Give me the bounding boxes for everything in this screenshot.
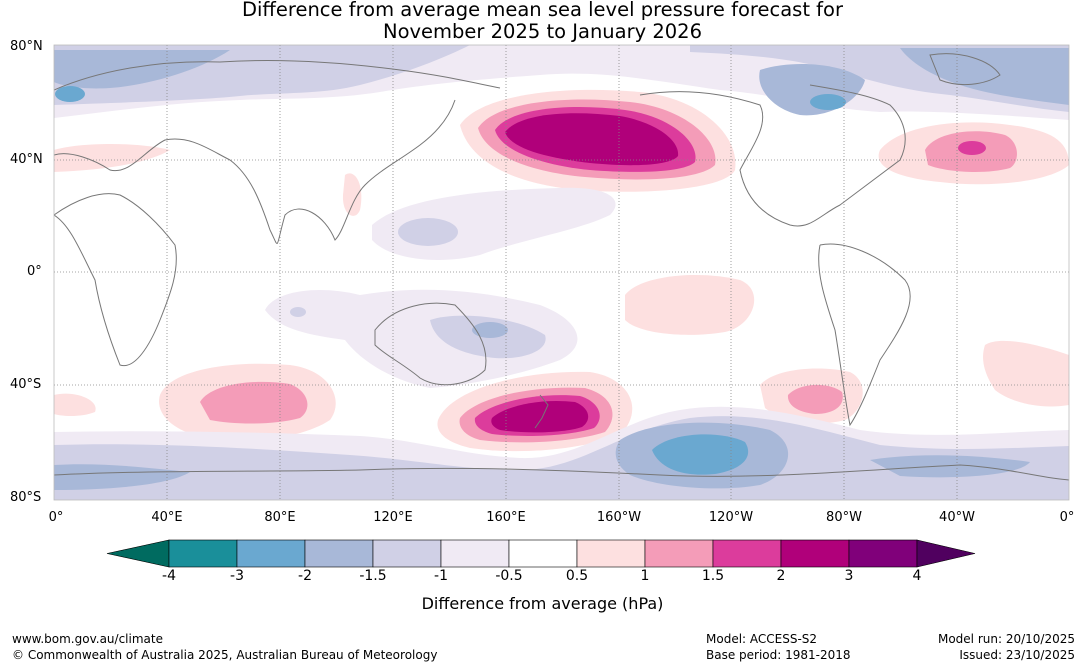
contour-pos-0-5-europe bbox=[54, 144, 170, 172]
map-title-line1: Difference from average mean sea level p… bbox=[242, 0, 843, 21]
coast-eurasia-south bbox=[54, 99, 456, 244]
footer-website: www.bom.gov.au/climate bbox=[12, 632, 163, 646]
lat-label-80s: 80°S bbox=[10, 490, 42, 505]
lon-label-80w: 80°W bbox=[826, 510, 862, 525]
colorbar-tick-label: 4 bbox=[912, 568, 922, 584]
colorbar-tick-label: 2 bbox=[776, 568, 786, 584]
footer-base-period: Base period: 1981-2018 bbox=[706, 648, 851, 662]
lon-label-0-east: 0° bbox=[1059, 510, 1075, 525]
lon-label-120w: 120°W bbox=[708, 510, 754, 525]
map-field bbox=[54, 45, 1069, 500]
contour-neg-1-5-siberia bbox=[54, 50, 230, 89]
colorbar-arrow-high bbox=[916, 539, 976, 568]
colorbar-swatch bbox=[780, 539, 850, 568]
colorbar-tick-label: -3 bbox=[230, 568, 244, 584]
contour-neg-1-indian bbox=[290, 307, 306, 317]
coast-south-america bbox=[818, 243, 911, 427]
coastlines bbox=[54, 53, 1069, 481]
contour-pos-0-5-satlantic bbox=[54, 393, 96, 416]
coast-greenland bbox=[929, 53, 1001, 85]
colorbar-swatch bbox=[712, 539, 782, 568]
colorbar-label: Difference from average (hPa) bbox=[421, 594, 664, 613]
coast-antarctica bbox=[54, 464, 1069, 481]
contour-pos-0-5-china bbox=[342, 173, 362, 216]
contour-neg-1-antarctic bbox=[54, 416, 1069, 500]
colorbar-swatch bbox=[372, 539, 442, 568]
lon-label-40w: 40°W bbox=[939, 510, 975, 525]
colorbar-arrow-low bbox=[106, 539, 170, 568]
contour-pos-0-5-swatlantic bbox=[983, 340, 1069, 407]
colorbar-swatch bbox=[848, 539, 918, 568]
colorbar-swatch bbox=[236, 539, 306, 568]
coast-africa bbox=[54, 193, 177, 367]
contour-neg-2-amundsen bbox=[652, 434, 749, 475]
footer-model: Model: ACCESS-S2 bbox=[706, 632, 818, 646]
colorbar-tick-label: 0.5 bbox=[565, 568, 589, 584]
footer-issued: Issued: 23/10/2025 bbox=[959, 648, 1075, 662]
lon-label-80e: 80°E bbox=[264, 510, 296, 525]
contour-pos-2-spacific bbox=[491, 400, 589, 433]
contour-pos-1-sindian bbox=[200, 381, 308, 424]
lat-label-40s: 40°S bbox=[10, 377, 42, 392]
footer-copyright: © Commonwealth of Australia 2025, Austra… bbox=[12, 648, 438, 662]
contour-pos-2-npacific bbox=[505, 113, 679, 166]
colorbar-tick-label: -4 bbox=[162, 568, 176, 584]
contour-neg-1-wpacific bbox=[398, 218, 458, 246]
lon-label-40e: 40°E bbox=[151, 510, 183, 525]
contour-pos-1-sepacific bbox=[787, 384, 843, 414]
contour-neg-1-5-sindian-polar bbox=[54, 464, 190, 490]
colorbar-swatch bbox=[508, 539, 578, 568]
coast-new-zealand bbox=[534, 394, 549, 429]
contour-pos-1-5-natlantic bbox=[958, 141, 986, 155]
graticule bbox=[54, 45, 1069, 500]
colorbar-tick-label: -1.5 bbox=[359, 568, 387, 584]
colorbar-swatch bbox=[440, 539, 510, 568]
lon-label-120e: 120°E bbox=[373, 510, 413, 525]
colorbar-tick-label: -0.5 bbox=[495, 568, 523, 584]
lon-label-160w: 160°W bbox=[596, 510, 642, 525]
contour-neg-1-5-australia bbox=[472, 322, 508, 338]
lon-label-160e: 160°E bbox=[486, 510, 526, 525]
map-frame bbox=[53, 44, 1070, 501]
coast-eurasia-north bbox=[54, 59, 501, 91]
colorbar bbox=[106, 539, 976, 568]
lat-label-80n: 80°N bbox=[10, 39, 43, 54]
contour-neg-1-5-atlantic bbox=[900, 48, 1069, 105]
colorbar-swatch bbox=[576, 539, 646, 568]
colorbar-swatch bbox=[644, 539, 714, 568]
colorbar-swatch bbox=[304, 539, 374, 568]
colorbar-tick-label: 3 bbox=[844, 568, 854, 584]
lon-label-0-west: 0° bbox=[48, 510, 64, 525]
lat-label-0: 0° bbox=[27, 264, 42, 279]
contour-neg-0-5-australia bbox=[265, 289, 578, 388]
colorbar-tick-label: -2 bbox=[298, 568, 312, 584]
coast-australia bbox=[374, 302, 487, 386]
coast-north-america bbox=[639, 84, 906, 227]
map-title-line2: November 2025 to January 2026 bbox=[383, 20, 702, 43]
colorbar-tick-label: -1 bbox=[434, 568, 448, 584]
contour-neg-2-siberia bbox=[55, 86, 85, 102]
contour-neg-2-canada bbox=[810, 94, 846, 110]
contour-pos-0-5-epacific bbox=[625, 275, 755, 335]
colorbar-swatch bbox=[168, 539, 238, 568]
colorbar-tick-label: 1.5 bbox=[701, 568, 725, 584]
lat-label-40n: 40°N bbox=[10, 152, 43, 167]
colorbar-tick-label: 1 bbox=[640, 568, 650, 584]
footer-model-run: Model run: 20/10/2025 bbox=[937, 632, 1075, 646]
contour-neg-1-5-weddell bbox=[870, 455, 1030, 478]
